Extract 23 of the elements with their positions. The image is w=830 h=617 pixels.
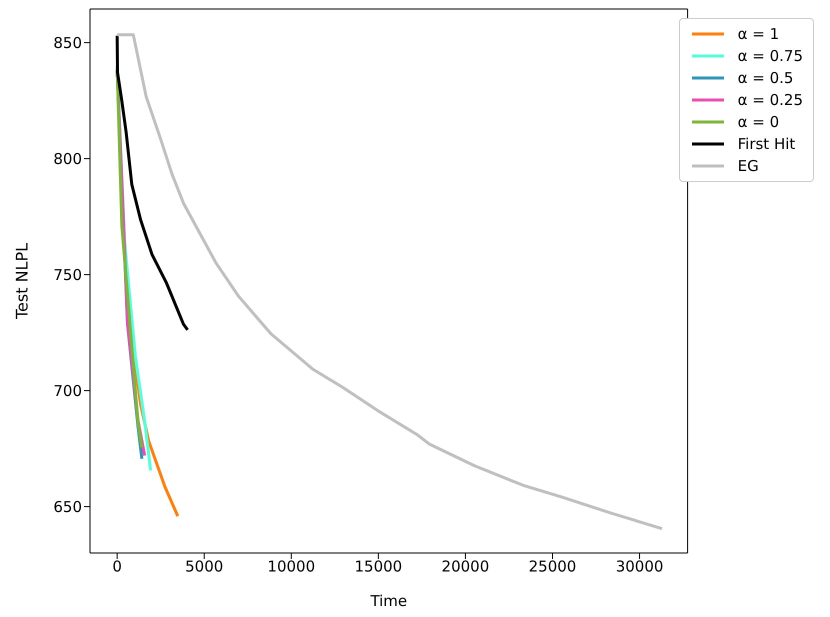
legend-label: EG — [738, 156, 759, 176]
line-series — [116, 33, 664, 530]
legend-label: First Hit — [738, 134, 796, 154]
legend-label: α = 0.5 — [738, 68, 794, 88]
x-tick-label: 20000 — [442, 558, 490, 576]
y-tick-label: 700 — [53, 382, 82, 400]
x-tick-label: 10000 — [267, 558, 316, 576]
x-tick-label: 15000 — [354, 558, 402, 576]
line-series — [116, 34, 190, 332]
x-tick-label: 30000 — [616, 558, 664, 576]
y-tick-label: 850 — [53, 34, 82, 52]
legend-label: α = 0.75 — [738, 46, 803, 66]
legend-label: α = 0 — [738, 112, 780, 132]
x-axis-title: Time — [369, 592, 408, 610]
legend-label: α = 0.25 — [738, 90, 803, 110]
y-axis-title: Test NLPL — [12, 242, 32, 320]
y-tick-label: 800 — [53, 150, 82, 168]
x-tick-label: 5000 — [185, 558, 224, 576]
x-tick-label: 0 — [112, 558, 122, 576]
y-tick-label: 750 — [53, 266, 82, 284]
legend-label: α = 1 — [738, 24, 780, 44]
y-tick-label: 650 — [53, 498, 82, 516]
x-tick-label: 25000 — [528, 558, 576, 576]
